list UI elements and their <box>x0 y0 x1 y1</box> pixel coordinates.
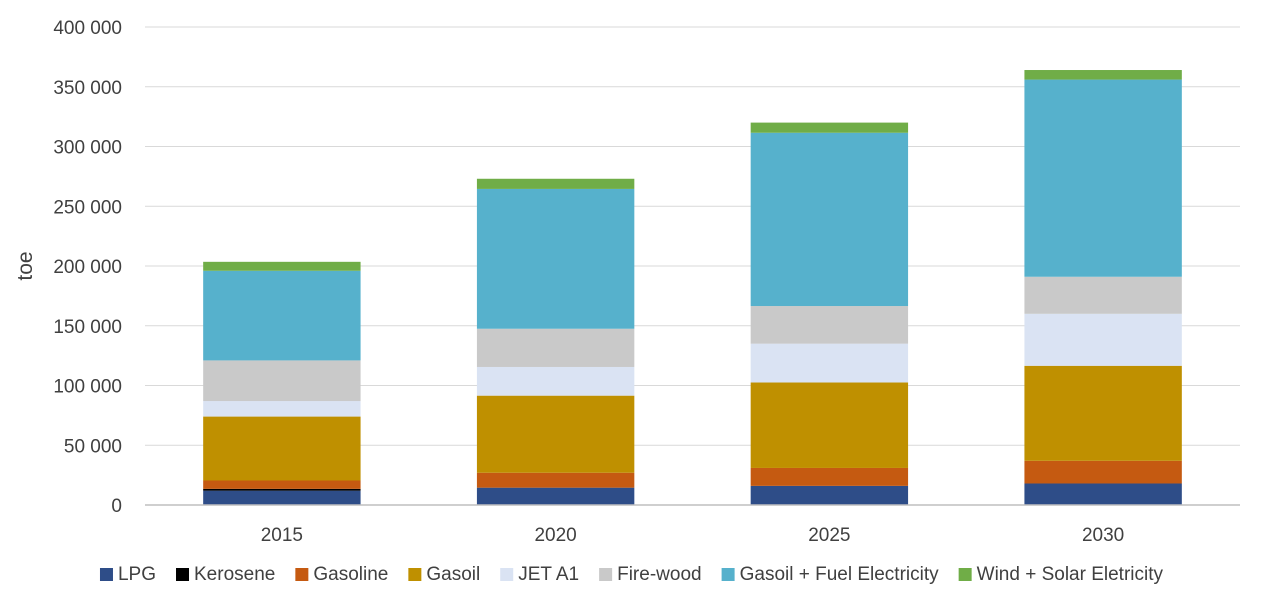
legend-swatch <box>408 568 422 581</box>
bar-segment <box>750 467 909 486</box>
x-tick-label: 2025 <box>808 525 850 546</box>
bar-segment <box>1024 70 1182 80</box>
legend-swatch <box>295 568 309 581</box>
y-tick-label: 100 000 <box>53 377 122 398</box>
y-tick-label: 150 000 <box>53 317 122 338</box>
legend: LPG Kerosene Gasoline Gasoil JET A1 Fire-wood… <box>99 564 1164 585</box>
legend-label: Gasoline <box>313 564 388 585</box>
y-tick-label: 350 000 <box>53 78 122 99</box>
legend-item: LPG <box>99 564 156 585</box>
bar-segment <box>203 416 361 481</box>
legend-item: Fire-wood <box>599 564 702 585</box>
y-tick-label: 400 000 <box>53 18 122 39</box>
bar-segment <box>203 401 361 417</box>
legend-label: Wind + Solar Eletricity <box>977 564 1164 585</box>
bar-segment <box>750 485 909 505</box>
bar-segment <box>1024 460 1182 484</box>
bar-segment <box>476 472 635 488</box>
legend-swatch <box>99 568 113 581</box>
bar-segment <box>1024 483 1182 505</box>
legend-label: LPG <box>118 564 156 585</box>
bar-segment <box>203 488 361 491</box>
legend-item: Kerosene <box>176 564 275 585</box>
bar-segment <box>476 366 635 396</box>
x-tick-label: 2020 <box>534 525 576 546</box>
legend-swatch <box>176 568 190 581</box>
bar-segment <box>476 328 635 367</box>
axes: 0 50 000 100 000 150 000 200 000 250 000 300 0… <box>53 18 1240 546</box>
bar-segment <box>203 261 361 271</box>
y-tick-label: 200 000 <box>53 257 122 278</box>
bar-segment <box>476 487 635 505</box>
legend-item: Gasoline <box>295 564 388 585</box>
bar-segment <box>1024 79 1182 277</box>
bar-segment <box>1024 313 1182 366</box>
bar-segment <box>750 132 909 307</box>
legend-swatch <box>721 568 735 581</box>
legend-item: Gasoil + Fuel Electricity <box>721 564 940 585</box>
legend-label: Gasoil + Fuel Electricity <box>740 564 940 585</box>
bar-segment <box>203 360 361 402</box>
bars <box>203 70 1182 505</box>
y-axis-title: toe <box>14 251 37 280</box>
legend-label: Fire-wood <box>617 564 701 585</box>
bar-segment <box>750 382 909 468</box>
legend-item: Gasoil <box>408 564 480 585</box>
bar-segment <box>750 306 909 344</box>
legend-item: Wind + Solar Eletricity <box>958 564 1164 585</box>
legend-swatch <box>599 568 613 581</box>
bar-segment <box>1024 276 1182 314</box>
bar-segment <box>203 270 361 361</box>
bar-segment <box>476 395 635 473</box>
legend-item: JET A1 <box>500 564 579 585</box>
legend-swatch <box>500 568 514 581</box>
y-tick-label: 250 000 <box>53 197 122 218</box>
legend-label: Gasoil <box>426 564 480 585</box>
y-tick-label: 50 000 <box>64 436 122 457</box>
y-tick-label: 0 <box>111 496 122 517</box>
legend-swatch <box>958 568 972 581</box>
bar-segment <box>750 122 909 133</box>
bar-segment <box>203 490 361 505</box>
bar-segment <box>203 480 361 489</box>
x-tick-label: 2015 <box>261 525 303 546</box>
bar-segment <box>1024 365 1182 461</box>
x-tick-label: 2030 <box>1082 525 1124 546</box>
legend-label: Kerosene <box>194 564 275 585</box>
y-tick-label: 300 000 <box>53 138 122 159</box>
bar-segment <box>750 343 909 383</box>
bar-segment <box>476 178 635 189</box>
legend-label: JET A1 <box>518 564 579 585</box>
bar-segment <box>476 188 635 329</box>
